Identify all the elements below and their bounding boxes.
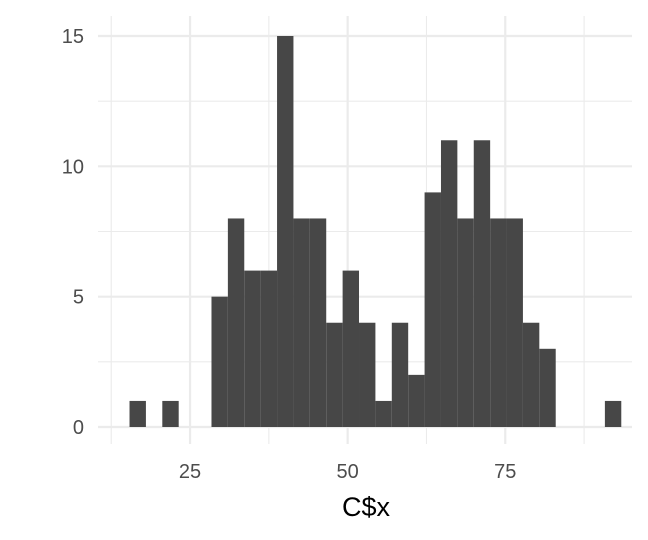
y-tick-label: 0 xyxy=(73,417,84,439)
x-tick-label: 50 xyxy=(337,461,359,483)
histogram-bar xyxy=(490,218,507,427)
histogram-bar xyxy=(473,140,491,427)
histogram-bar xyxy=(227,218,245,427)
histogram-bar xyxy=(260,270,278,427)
histogram-bar xyxy=(326,322,343,427)
histogram-bar xyxy=(342,270,360,427)
histogram-bar xyxy=(457,218,474,427)
histogram-bar xyxy=(211,296,228,427)
histogram-bar xyxy=(162,400,179,427)
histogram-bar xyxy=(522,322,540,427)
y-tick-label: 15 xyxy=(62,26,84,48)
histogram-bar xyxy=(293,218,310,427)
histogram-bar xyxy=(539,348,556,427)
x-axis-tick-labels: 25 50 75 xyxy=(179,461,516,483)
histogram-bar xyxy=(277,36,294,427)
histogram-bar xyxy=(391,322,409,427)
histogram-bar xyxy=(359,322,376,427)
y-tick-label: 10 xyxy=(62,156,84,178)
y-axis-tick-labels: 0 5 10 15 xyxy=(62,26,84,439)
histogram-bars xyxy=(129,36,622,427)
x-tick-label: 25 xyxy=(179,461,201,483)
histogram-bar xyxy=(129,400,146,427)
x-axis-title: C$x xyxy=(342,492,391,522)
y-tick-label: 5 xyxy=(73,287,84,309)
histogram-bar xyxy=(375,400,392,427)
histogram-bar xyxy=(309,218,327,427)
histogram-bar xyxy=(408,374,425,427)
histogram-bar xyxy=(604,400,622,427)
histogram-bar xyxy=(424,192,441,427)
histogram-bar xyxy=(440,140,458,427)
histogram-bar xyxy=(244,270,261,427)
histogram-bar xyxy=(506,218,523,427)
x-tick-label: 75 xyxy=(494,461,516,483)
